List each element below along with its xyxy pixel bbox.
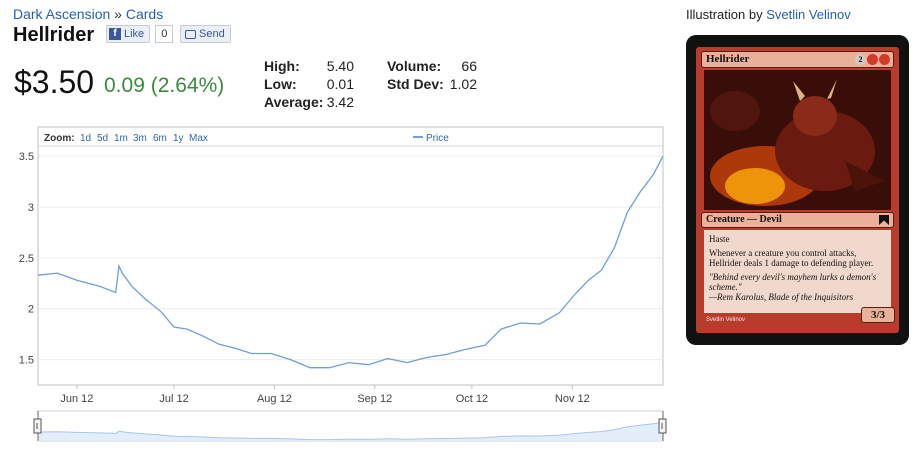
red-mana-icon (879, 54, 890, 65)
zoom-options: 1d 5d 1m 3m 6m 1y Max (80, 133, 208, 144)
zoom-option-1d[interactable]: 1d (80, 133, 91, 144)
x-tick-label: Jul 12 (159, 393, 188, 405)
facebook-like-count: 0 (155, 25, 174, 43)
stats-volume-stddev: Volume: 66 Std Dev: 1.02 (387, 57, 477, 93)
devil-artwork (705, 71, 890, 209)
zoom-option-1m[interactable]: 1m (114, 133, 128, 144)
y-tick-label: 1.5 (19, 355, 34, 367)
card-keyword: Haste (709, 234, 730, 244)
illustration-prefix: Illustration by (686, 7, 763, 22)
price-chart: Zoom: 1d 5d 1m 3m 6m 1y Max Price 1.5 2 2.5 3 3.5 … (0, 120, 670, 454)
zoom-option-Max[interactable]: Max (189, 133, 208, 144)
card-flavor-text: "Behind every devil's mayhem lurks a dem… (709, 272, 886, 302)
page-title: Hellrider (13, 24, 95, 46)
price-series-line (37, 155, 664, 369)
facebook-send-label: Send (199, 28, 225, 40)
generic-mana-icon: 2 (855, 54, 866, 65)
high-label: High: (264, 58, 300, 74)
stddev-label: Std Dev: (387, 76, 444, 92)
price-chart-svg: Zoom: 1d 5d 1m 3m 6m 1y Max Price 1.522.533.5 … (19, 126, 667, 442)
y-tick-label: 3 (28, 202, 34, 214)
average-label: Average: (264, 94, 324, 110)
breadcrumb-set-link[interactable]: Dark Ascension (13, 6, 111, 22)
low-value: 0.01 (326, 76, 354, 92)
card-name: Hellrider (706, 53, 750, 65)
average-value: 3.42 (326, 94, 354, 110)
card-type-line: Creature — Devil (706, 214, 782, 225)
high-value: 5.40 (326, 58, 354, 74)
x-tick-label: Aug 12 (257, 393, 292, 405)
illustration-credit: Illustration by Svetlin Velinov (686, 7, 851, 22)
card-rules-text: Whenever a creature you control attacks,… (709, 248, 874, 268)
card-flavor-quote: "Behind every devil's mayhem lurks a dem… (709, 272, 877, 292)
illustrator-link[interactable]: Svetlin Velinov (766, 7, 851, 22)
facebook-like-button[interactable]: f Like (106, 25, 151, 43)
facebook-like-widget: f Like 0 (106, 25, 174, 43)
card-flavor-attribution: —Rem Karolus, Blade of the Inquisitors (709, 292, 854, 302)
x-tick-label: Sep 12 (357, 393, 392, 405)
volume-value: 66 (461, 58, 477, 74)
card-type-bar: Creature — Devil (701, 212, 894, 228)
set-symbol-icon (879, 215, 889, 225)
low-label: Low: (264, 76, 297, 92)
breadcrumb-cards-link[interactable]: Cards (125, 6, 164, 22)
volume-label: Volume: (387, 58, 442, 74)
zoom-label: Zoom: (44, 133, 75, 144)
card-artwork (704, 70, 891, 210)
legend-price[interactable]: Price (426, 133, 449, 144)
facebook-send-button[interactable]: Send (180, 25, 231, 43)
navigator-line (37, 421, 664, 441)
y-axis-ticks: 1.5 2 2.5 3 3.5 (19, 151, 34, 366)
red-mana-icon (867, 54, 878, 65)
x-axis-ticks: Jun 12 Jul 12 Aug 12 Sep 12 Oct 12 Nov 12 (60, 385, 590, 405)
x-tick-label: Jun 12 (60, 393, 93, 405)
y-tick-label: 2 (28, 304, 34, 316)
chart-gridlines (38, 155, 663, 361)
current-price: $3.50 (14, 64, 95, 100)
zoom-option-5d[interactable]: 5d (97, 133, 108, 144)
zoom-option-6m[interactable]: 6m (153, 133, 167, 144)
breadcrumb-separator: » (114, 6, 122, 22)
mana-cost: 2 (855, 54, 890, 65)
speech-bubble-icon (185, 29, 196, 39)
card-text-box: Haste Whenever a creature you control at… (704, 230, 891, 313)
x-tick-label: Oct 12 (456, 393, 488, 405)
card-artist-credit: Svetlin Velinov (706, 317, 746, 323)
x-tick-label: Nov 12 (555, 393, 590, 405)
facebook-icon: f (109, 28, 121, 40)
card-power-toughness: 3/3 (861, 307, 895, 323)
card-name-bar: Hellrider 2 (701, 51, 894, 68)
card-image: Hellrider 2 Creature — Devil (686, 35, 909, 345)
zoom-option-1y[interactable]: 1y (173, 133, 184, 144)
price-change: 0.09 (2.64%) (104, 74, 225, 97)
card-frame: Hellrider 2 Creature — Devil (696, 47, 899, 333)
zoom-option-3m[interactable]: 3m (133, 133, 147, 144)
breadcrumb: Dark Ascension » Cards (13, 6, 163, 22)
facebook-like-label: Like (124, 28, 145, 40)
stddev-value: 1.02 (449, 76, 477, 92)
y-tick-label: 3.5 (19, 151, 34, 163)
stats-high-low-avg: High: 5.40 Low: 0.01 Average: 3.42 (264, 57, 354, 111)
chart-plot-frame (37, 126, 664, 386)
y-tick-label: 2.5 (19, 253, 34, 265)
